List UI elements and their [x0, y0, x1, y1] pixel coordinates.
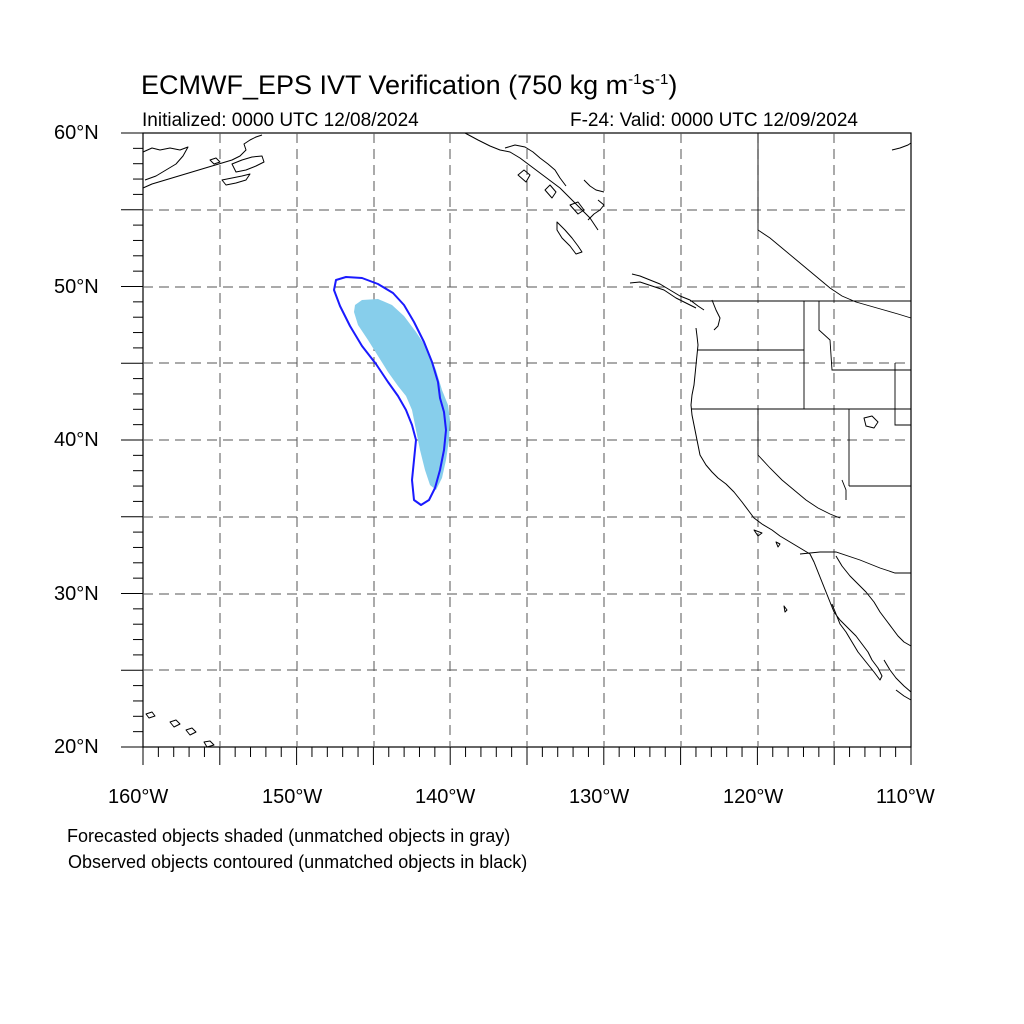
initialized-time: Initialized: 0000 UTC 12/08/2024 [142, 110, 419, 131]
coastlines [142, 132, 912, 748]
forecast-object-shaded [354, 299, 450, 490]
lon-label-120w: 120°W [723, 786, 784, 808]
observed-object-contour [333, 276, 447, 506]
political-boundaries [690, 133, 912, 574]
lat-label-30: 30°N [54, 583, 99, 605]
lon-label-150w: 150°W [262, 786, 323, 808]
lat-label-50: 50°N [54, 276, 99, 298]
observed-footnote: Observed objects contoured (unmatched ob… [68, 852, 528, 872]
lat-label-20: 20°N [54, 736, 99, 758]
lon-label-140w: 140°W [415, 786, 476, 808]
map-title: ECMWF_EPS IVT Verification (750 kg m-1s-… [141, 70, 678, 100]
forecast-footnote: Forecasted objects shaded (unmatched obj… [67, 826, 511, 846]
lon-label-110w: 110°W [876, 786, 935, 808]
axis-ticks [121, 132, 912, 765]
lon-label-160w: 160°W [108, 786, 169, 808]
lat-label-60: 60°N [54, 122, 99, 144]
lat-label-40: 40°N [54, 429, 99, 451]
lon-label-130w: 130°W [569, 786, 630, 808]
valid-time: F-24: Valid: 0000 UTC 12/09/2024 [570, 110, 858, 131]
lat-lon-grid [143, 133, 911, 747]
